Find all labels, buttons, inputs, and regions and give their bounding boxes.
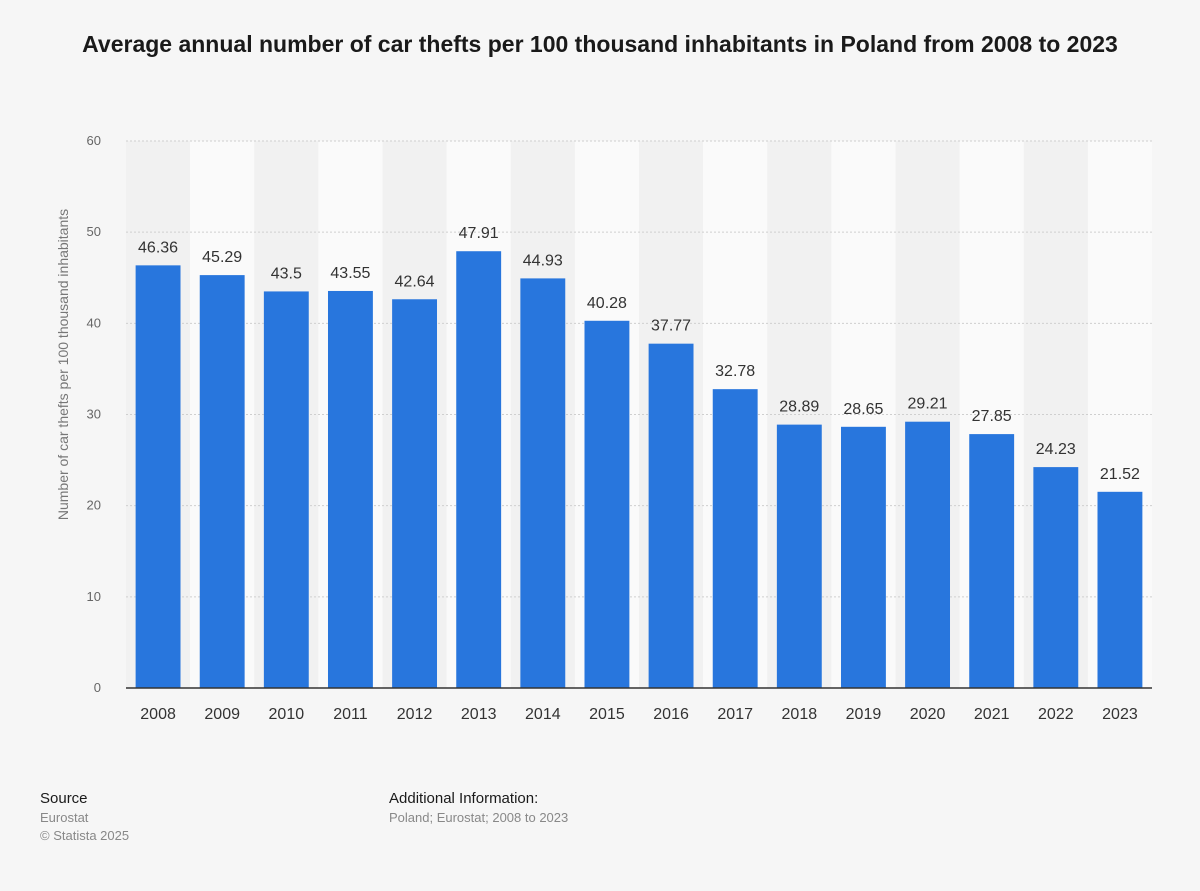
x-tick-label: 2019: [846, 706, 882, 723]
copyright: © Statista 2025: [40, 828, 130, 843]
data-label: 24.23: [1036, 441, 1076, 458]
y-tick-label: 40: [87, 315, 101, 330]
bar[interactable]: [456, 251, 502, 688]
y-axis-label: Number of car thefts per 100 thousand in…: [55, 209, 71, 520]
x-tick-label: 2020: [910, 706, 946, 723]
y-tick-label: 30: [87, 407, 101, 422]
data-label: 29.21: [908, 396, 948, 413]
y-tick-label: 50: [87, 224, 101, 239]
y-tick-label: 10: [87, 589, 101, 604]
x-tick-label: 2022: [1038, 706, 1074, 723]
data-label: 28.65: [843, 401, 883, 418]
x-tick-label: 2008: [140, 706, 176, 723]
bar[interactable]: [1033, 467, 1079, 688]
x-tick-label: 2023: [1102, 706, 1138, 723]
data-label: 45.29: [202, 249, 242, 266]
bar[interactable]: [776, 424, 822, 688]
y-tick-label: 20: [87, 498, 101, 513]
bar[interactable]: [263, 291, 309, 688]
x-tick-label: 2021: [974, 706, 1010, 723]
chart-title: Average annual number of car thefts per …: [82, 31, 1118, 57]
data-label: 44.93: [523, 252, 563, 269]
bar[interactable]: [135, 265, 181, 688]
data-label: 42.64: [395, 273, 435, 290]
bar[interactable]: [905, 421, 951, 688]
bar[interactable]: [584, 320, 630, 688]
bar[interactable]: [199, 275, 245, 688]
x-tick-label: 2010: [269, 706, 305, 723]
data-label: 46.36: [138, 239, 178, 256]
data-label: 32.78: [715, 363, 755, 380]
data-label: 40.28: [587, 295, 627, 312]
x-tick-label: 2017: [717, 706, 753, 723]
additional-info-text: Poland; Eurostat; 2008 to 2023: [389, 810, 569, 825]
data-label: 27.85: [972, 408, 1012, 425]
bars: [135, 251, 1143, 688]
x-tick-label: 2016: [653, 706, 689, 723]
bar[interactable]: [520, 278, 566, 688]
y-tick-label: 60: [87, 133, 101, 148]
bar[interactable]: [712, 389, 758, 688]
x-tick-label: 2013: [461, 706, 497, 723]
x-tick-label: 2015: [589, 706, 625, 723]
data-labels: 46.36 45.29 43.5 43.55 42.64 47.91 44.93 40.28 3…: [138, 225, 1140, 483]
bar[interactable]: [969, 434, 1015, 688]
x-axis-ticks: 2008 2009 2010 2011 2012 2013 2014 2015 2016 2017…: [140, 706, 1138, 723]
x-tick-label: 2011: [333, 706, 368, 723]
bar[interactable]: [840, 426, 886, 688]
data-label: 21.52: [1100, 466, 1140, 483]
additional-info-heading: Additional Information:: [389, 790, 539, 807]
data-label: 37.77: [651, 318, 691, 335]
data-label: 43.55: [330, 265, 370, 282]
source-name: Eurostat: [40, 810, 89, 825]
data-label: 28.89: [779, 399, 819, 416]
bar[interactable]: [327, 290, 373, 688]
x-tick-label: 2012: [397, 706, 433, 723]
y-tick-label: 0: [94, 680, 101, 695]
bar[interactable]: [648, 343, 694, 688]
bar[interactable]: [1097, 491, 1143, 688]
gridlines: [126, 140, 1152, 598]
x-tick-label: 2018: [782, 706, 818, 723]
source-heading: Source: [40, 790, 88, 807]
bar[interactable]: [392, 299, 438, 688]
y-axis-ticks: 0 10 20 30 40 50 60: [87, 133, 101, 695]
x-tick-label: 2014: [525, 706, 561, 723]
data-label: 43.5: [271, 265, 302, 282]
x-tick-label: 2009: [204, 706, 240, 723]
data-label: 47.91: [459, 225, 499, 242]
